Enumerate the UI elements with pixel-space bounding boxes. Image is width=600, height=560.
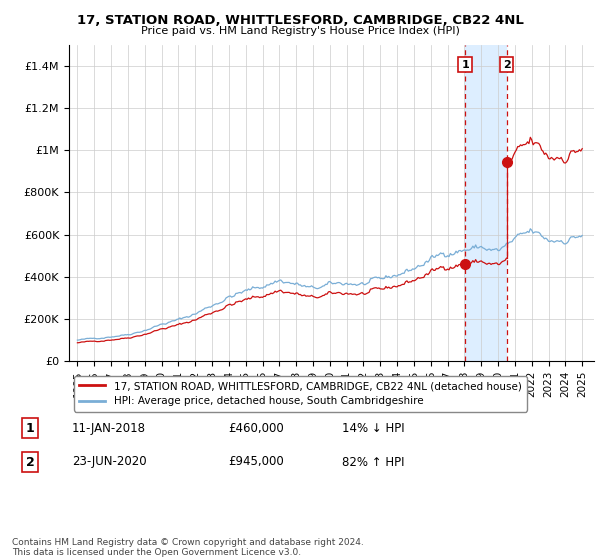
Bar	[465, 45, 506, 361]
Text: 82% ↑ HPI: 82% ↑ HPI	[342, 455, 404, 469]
Text: 17, STATION ROAD, WHITTLESFORD, CAMBRIDGE, CB22 4NL: 17, STATION ROAD, WHITTLESFORD, CAMBRIDG…	[77, 14, 523, 27]
Text: 14% ↓ HPI: 14% ↓ HPI	[342, 422, 404, 435]
Legend: 17, STATION ROAD, WHITTLESFORD, CAMBRIDGE, CB22 4NL (detached house), HPI: Avera: 17, STATION ROAD, WHITTLESFORD, CAMBRIDG…	[74, 376, 527, 412]
Text: 2: 2	[26, 455, 34, 469]
Text: £460,000: £460,000	[228, 422, 284, 435]
Text: 1: 1	[461, 59, 469, 69]
Text: 11-JAN-2018: 11-JAN-2018	[72, 422, 146, 435]
Text: Price paid vs. HM Land Registry's House Price Index (HPI): Price paid vs. HM Land Registry's House …	[140, 26, 460, 36]
Text: 2: 2	[503, 59, 511, 69]
Text: £945,000: £945,000	[228, 455, 284, 469]
Text: 23-JUN-2020: 23-JUN-2020	[72, 455, 146, 469]
Text: Contains HM Land Registry data © Crown copyright and database right 2024.
This d: Contains HM Land Registry data © Crown c…	[12, 538, 364, 557]
Text: 1: 1	[26, 422, 34, 435]
